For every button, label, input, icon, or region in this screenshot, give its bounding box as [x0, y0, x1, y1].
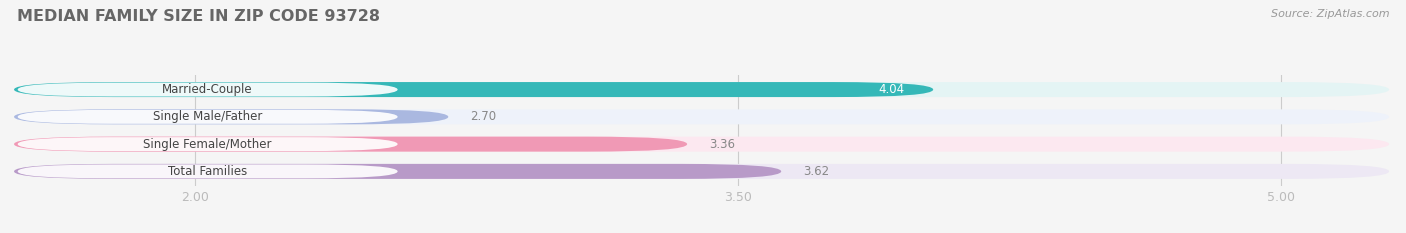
FancyBboxPatch shape: [14, 164, 782, 179]
FancyBboxPatch shape: [18, 137, 398, 151]
Text: Source: ZipAtlas.com: Source: ZipAtlas.com: [1271, 9, 1389, 19]
FancyBboxPatch shape: [18, 110, 398, 124]
Text: 3.62: 3.62: [803, 165, 830, 178]
Text: MEDIAN FAMILY SIZE IN ZIP CODE 93728: MEDIAN FAMILY SIZE IN ZIP CODE 93728: [17, 9, 380, 24]
FancyBboxPatch shape: [14, 109, 1389, 124]
FancyBboxPatch shape: [14, 82, 1389, 97]
Text: Single Male/Father: Single Male/Father: [153, 110, 263, 123]
Text: 2.70: 2.70: [470, 110, 496, 123]
Text: Married-Couple: Married-Couple: [162, 83, 253, 96]
Text: 4.04: 4.04: [879, 83, 904, 96]
FancyBboxPatch shape: [14, 82, 934, 97]
FancyBboxPatch shape: [14, 164, 1389, 179]
FancyBboxPatch shape: [18, 83, 398, 96]
Text: 3.36: 3.36: [709, 138, 735, 151]
FancyBboxPatch shape: [14, 137, 688, 152]
FancyBboxPatch shape: [14, 109, 449, 124]
Text: Single Female/Mother: Single Female/Mother: [143, 138, 271, 151]
FancyBboxPatch shape: [14, 137, 1389, 152]
Text: Total Families: Total Families: [169, 165, 247, 178]
FancyBboxPatch shape: [18, 164, 398, 178]
